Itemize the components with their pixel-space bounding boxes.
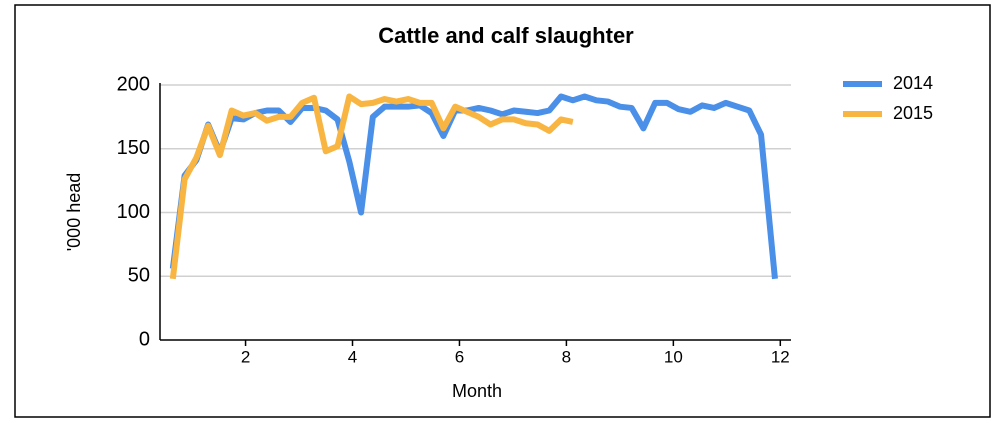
x-tick-label: 6 [455,347,464,366]
x-tick-label: 10 [664,347,683,366]
x-axis-label: Month [452,381,502,401]
y-tick-label: 100 [117,201,150,223]
chart-border [14,4,991,418]
legend-label: 2014 [893,73,933,93]
y-axis-label: '000 head [64,173,84,252]
y-tick-label: 150 [117,137,150,159]
x-tick-label: 12 [771,347,790,366]
series-line [169,93,778,280]
x-tick-label: 2 [241,347,250,366]
chart-title: Cattle and calf slaughter [378,23,634,48]
legend-label: 2015 [893,103,933,123]
y-tick-label: 0 [139,328,150,350]
x-tick-label: 4 [348,347,357,366]
y-tick-label: 200 [117,73,150,95]
series-line [169,93,574,280]
x-tick-label: 8 [562,347,571,366]
y-tick-label: 50 [128,265,150,287]
